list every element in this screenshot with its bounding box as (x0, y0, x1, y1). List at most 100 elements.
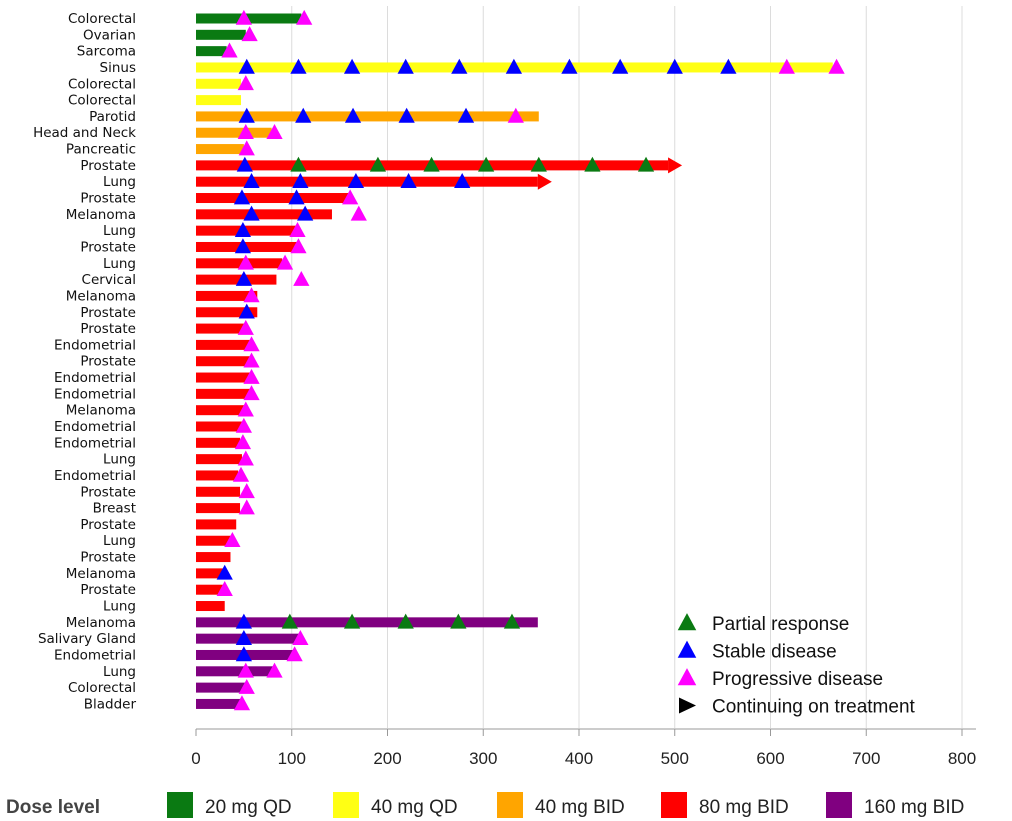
legend-label: Partial response (712, 614, 849, 635)
patient-label: Prostate (80, 239, 136, 255)
marker-PD-17-0 (243, 287, 260, 303)
bar-5 (196, 95, 242, 106)
marker-SD-10-0 (243, 173, 260, 188)
patient-label: Prostate (80, 158, 136, 174)
bar-28 (196, 470, 239, 481)
patient-label: Bladder (84, 696, 137, 712)
patient-label: Prostate (80, 484, 136, 500)
patient-label: Colorectal (68, 76, 136, 92)
marker-PR-37-3 (397, 613, 414, 629)
bar-17 (196, 290, 258, 301)
bar-1 (196, 29, 246, 40)
dose-legend-title: Dose level (6, 797, 100, 818)
marker-PD-38-1 (292, 629, 309, 645)
marker-SD-10-4 (454, 173, 471, 188)
marker-PD-12-2 (350, 205, 367, 221)
marker-SD-6-0 (238, 107, 255, 123)
marker-SD-11-0 (233, 189, 251, 205)
patient-label: Head and Neck (33, 125, 136, 141)
marker-SD-3-4 (451, 58, 468, 74)
bar-22 (196, 372, 250, 383)
patient-label: Lung (103, 533, 136, 549)
dose-swatch-40qd (333, 792, 359, 818)
bar-24 (196, 405, 244, 416)
bar-26 (196, 437, 241, 448)
bar-41 (196, 682, 246, 693)
marker-SD-3-7 (612, 58, 629, 74)
x-tick-label: 600 (756, 749, 784, 768)
bar-21 (196, 356, 250, 367)
marker-SD-12-1 (297, 205, 314, 221)
bar-33 (196, 552, 231, 563)
marker-PD-2-0 (221, 42, 238, 58)
response-markers (216, 9, 845, 711)
marker-SD-3-8 (666, 58, 683, 74)
patient-label: Pancreatic (66, 142, 136, 158)
marker-PD-1-0 (241, 26, 258, 42)
vertical-gridlines (291, 6, 963, 728)
bar-40 (196, 666, 273, 677)
marker-SD-10-3 (400, 173, 417, 188)
marker-SD-13-0 (234, 221, 252, 237)
x-tick-label: 200 (373, 749, 401, 768)
marker-SD-9-0 (236, 156, 253, 172)
marker-PD-15-0 (237, 254, 254, 270)
bar-35 (196, 584, 223, 595)
marker-PD-41-0 (238, 678, 255, 694)
marker-PD-4-0 (237, 75, 254, 91)
marker-PD-21-0 (243, 352, 260, 368)
marker-PD-26-0 (234, 434, 252, 450)
bar-4 (196, 78, 242, 89)
marker-SD-12-0 (243, 205, 260, 221)
bar-18 (196, 307, 258, 318)
dose-legend-label: 40 mg BID (535, 797, 625, 818)
marker-SD-14-0 (234, 238, 252, 254)
marker-SD-3-1 (290, 58, 307, 74)
marker-PD-28-0 (232, 466, 250, 482)
bar-36 (196, 601, 225, 612)
bar-27 (196, 454, 242, 465)
marker-PR-37-5 (503, 613, 521, 629)
marker-SD-3-0 (238, 58, 255, 74)
dose-legend-label: 160 mg BID (864, 797, 964, 818)
bar-16 (196, 274, 277, 285)
x-axis: 0 100 200 300 400 500 600 700 800 (191, 728, 976, 768)
marker-PD-27-0 (237, 450, 254, 466)
marker-PD-20-0 (243, 336, 260, 352)
marker-PD-11-2 (342, 189, 359, 205)
dose-legend-label: 20 mg QD (205, 797, 292, 818)
patient-label: Prostate (80, 550, 136, 566)
bar-15 (196, 258, 283, 269)
continuing-arrow-10 (537, 173, 552, 190)
patient-label: Ovarian (83, 27, 136, 43)
marker-SD-3-2 (343, 58, 361, 74)
x-tick-label: 300 (469, 749, 497, 768)
marker-PD-23-0 (243, 385, 260, 401)
marker-PD-32-0 (224, 532, 241, 548)
marker-PD-0-0 (235, 9, 252, 25)
bar-42 (196, 698, 241, 709)
patient-label: Prostate (80, 321, 136, 337)
dose-legend-label: 40 mg QD (371, 797, 458, 818)
marker-PD-15-1 (276, 254, 294, 270)
x-tick-label: 100 (278, 749, 306, 768)
marker-PR-9-1 (290, 156, 307, 172)
marker-SD-6-1 (295, 107, 312, 123)
patient-label: Colorectal (68, 11, 136, 27)
legend-label: Stable disease (712, 642, 837, 663)
marker-SD-11-1 (288, 189, 305, 205)
marker-PR-9-3 (423, 156, 440, 172)
x-tick-label: 500 (661, 749, 689, 768)
x-tick-label: 700 (852, 749, 880, 768)
legend-label: Continuing on treatment (712, 697, 916, 718)
bar-34 (196, 568, 223, 579)
bar-19 (196, 323, 246, 334)
marker-PD-0-1 (296, 9, 313, 25)
dose-legend-label: 80 mg BID (699, 797, 789, 818)
marker-PD-3-11 (828, 58, 845, 74)
marker-SD-16-0 (235, 270, 252, 286)
bar-23 (196, 388, 250, 399)
patient-label: Lung (103, 174, 136, 190)
bar-32 (196, 535, 231, 546)
